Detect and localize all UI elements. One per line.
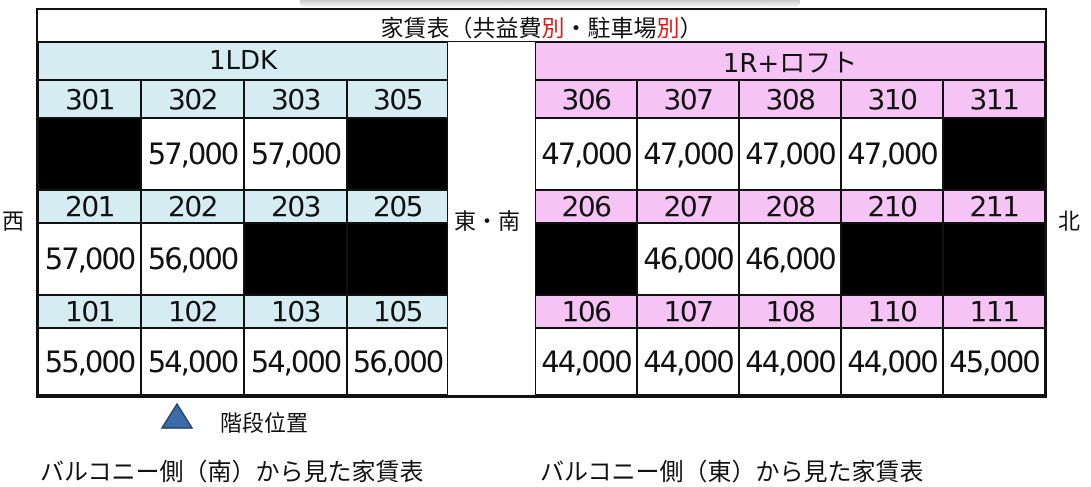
room-number-211: 211 — [943, 190, 1045, 223]
table-title: 家賃表（共益費別・駐車場別） — [38, 10, 1045, 42]
room-number-102: 102 — [141, 295, 244, 328]
title-text: 家賃表（共益費 — [380, 15, 542, 42]
room-number-206: 206 — [535, 190, 637, 223]
unavailable-cell-301 — [38, 118, 141, 190]
room-number-310: 310 — [841, 80, 943, 118]
rent-value-106: 44,000 — [535, 328, 637, 395]
room-number-307: 307 — [637, 80, 739, 118]
unavailable-cell-203 — [244, 223, 347, 295]
room-number-207: 207 — [637, 190, 739, 223]
rent-value-101: 55,000 — [38, 328, 141, 395]
caption-east: バルコニー側（東）から見た家賃表 — [540, 458, 924, 486]
title-parking-text: ・駐車場 — [564, 15, 657, 42]
rent-value-207: 46,000 — [637, 223, 739, 295]
unavailable-cell-305 — [347, 118, 448, 190]
unavailable-cell-210 — [841, 223, 943, 295]
room-number-303: 303 — [244, 80, 347, 118]
room-number-311: 311 — [943, 80, 1045, 118]
rent-value-102: 54,000 — [141, 328, 244, 395]
rent-value-105: 56,000 — [347, 328, 448, 395]
rent-value-107: 44,000 — [637, 328, 739, 395]
room-number-106: 106 — [535, 295, 637, 328]
room-number-105: 105 — [347, 295, 448, 328]
room-number-308: 308 — [739, 80, 841, 118]
rent-value-111: 45,000 — [943, 328, 1045, 395]
unavailable-cell-211 — [943, 223, 1045, 295]
room-number-101: 101 — [38, 295, 141, 328]
title-separate-mark: 別 — [541, 15, 565, 42]
rent-value-308: 47,000 — [739, 118, 841, 190]
direction-west: 西 — [2, 210, 25, 235]
rent-value-108: 44,000 — [739, 328, 841, 395]
rent-value-306: 47,000 — [535, 118, 637, 190]
direction-north: 北 — [1058, 210, 1081, 235]
room-number-108: 108 — [739, 295, 841, 328]
unavailable-cell-311 — [943, 118, 1045, 190]
room-number-208: 208 — [739, 190, 841, 223]
section-1ldk: 1LDK — [38, 42, 448, 80]
rent-value-208: 46,000 — [739, 223, 841, 295]
rent-value-302: 57,000 — [141, 118, 244, 190]
rent-value-307: 47,000 — [637, 118, 739, 190]
room-number-305: 305 — [347, 80, 448, 118]
room-number-203: 203 — [244, 190, 347, 223]
rent-value-202: 56,000 — [141, 223, 244, 295]
unavailable-cell-206 — [535, 223, 637, 295]
room-number-201: 201 — [38, 190, 141, 223]
rent-table: 家賃表（共益費別・駐車場別） 1LDK 1R+ロフト 301 302 57,000 3… — [36, 8, 1047, 398]
room-number-103: 103 — [244, 295, 347, 328]
room-number-110: 110 — [841, 295, 943, 328]
room-number-107: 107 — [637, 295, 739, 328]
rent-value-103: 54,000 — [244, 328, 347, 395]
rent-value-201: 57,000 — [38, 223, 141, 295]
section-1r-loft: 1R+ロフト — [535, 42, 1045, 80]
room-number-210: 210 — [841, 190, 943, 223]
direction-east-south: 東・南 — [454, 210, 521, 235]
room-number-202: 202 — [141, 190, 244, 223]
triangle-icon — [160, 402, 194, 429]
stair-position-label: 階段位置 — [220, 412, 309, 437]
rent-value-303: 57,000 — [244, 118, 347, 190]
room-number-205: 205 — [347, 190, 448, 223]
unavailable-cell-205 — [347, 223, 448, 295]
room-number-306: 306 — [535, 80, 637, 118]
rent-value-310: 47,000 — [841, 118, 943, 190]
rent-value-110: 44,000 — [841, 328, 943, 395]
room-number-301: 301 — [38, 80, 141, 118]
room-number-302: 302 — [141, 80, 244, 118]
title-separate-mark: 別 — [656, 15, 680, 42]
title-close-paren: ） — [679, 15, 703, 42]
caption-south: バルコニー側（南）から見た家賃表 — [40, 458, 424, 486]
room-number-111: 111 — [943, 295, 1045, 328]
top-shadow — [300, 0, 800, 8]
